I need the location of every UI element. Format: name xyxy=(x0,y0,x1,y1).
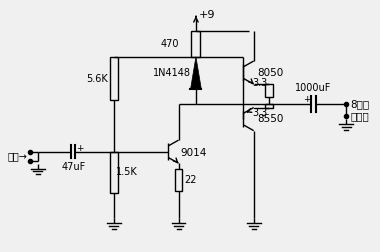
Text: 5.6K: 5.6K xyxy=(86,74,108,83)
Text: 8050: 8050 xyxy=(257,68,283,78)
Text: 输入→: 输入→ xyxy=(8,151,28,161)
Text: 8550: 8550 xyxy=(257,114,283,124)
Text: 8欧姆
扬声器: 8欧姆 扬声器 xyxy=(350,99,369,121)
Text: 47uF: 47uF xyxy=(61,162,86,172)
Text: 470: 470 xyxy=(161,39,179,49)
Text: 3.3: 3.3 xyxy=(252,78,267,88)
Bar xyxy=(110,57,118,100)
Polygon shape xyxy=(190,57,201,89)
Text: 9014: 9014 xyxy=(181,148,207,158)
Text: +: + xyxy=(76,144,84,153)
Text: 1.5K: 1.5K xyxy=(116,168,138,177)
Bar xyxy=(265,104,273,108)
Text: +9: +9 xyxy=(199,10,215,20)
Text: 1000uF: 1000uF xyxy=(295,83,332,93)
Text: 3.3: 3.3 xyxy=(252,108,267,118)
Bar xyxy=(265,84,273,97)
Text: 1N4148: 1N4148 xyxy=(153,68,191,78)
Bar xyxy=(192,31,200,57)
Text: 22: 22 xyxy=(184,175,197,185)
Bar xyxy=(174,169,182,191)
Bar xyxy=(110,152,118,193)
Text: +: + xyxy=(302,95,310,104)
